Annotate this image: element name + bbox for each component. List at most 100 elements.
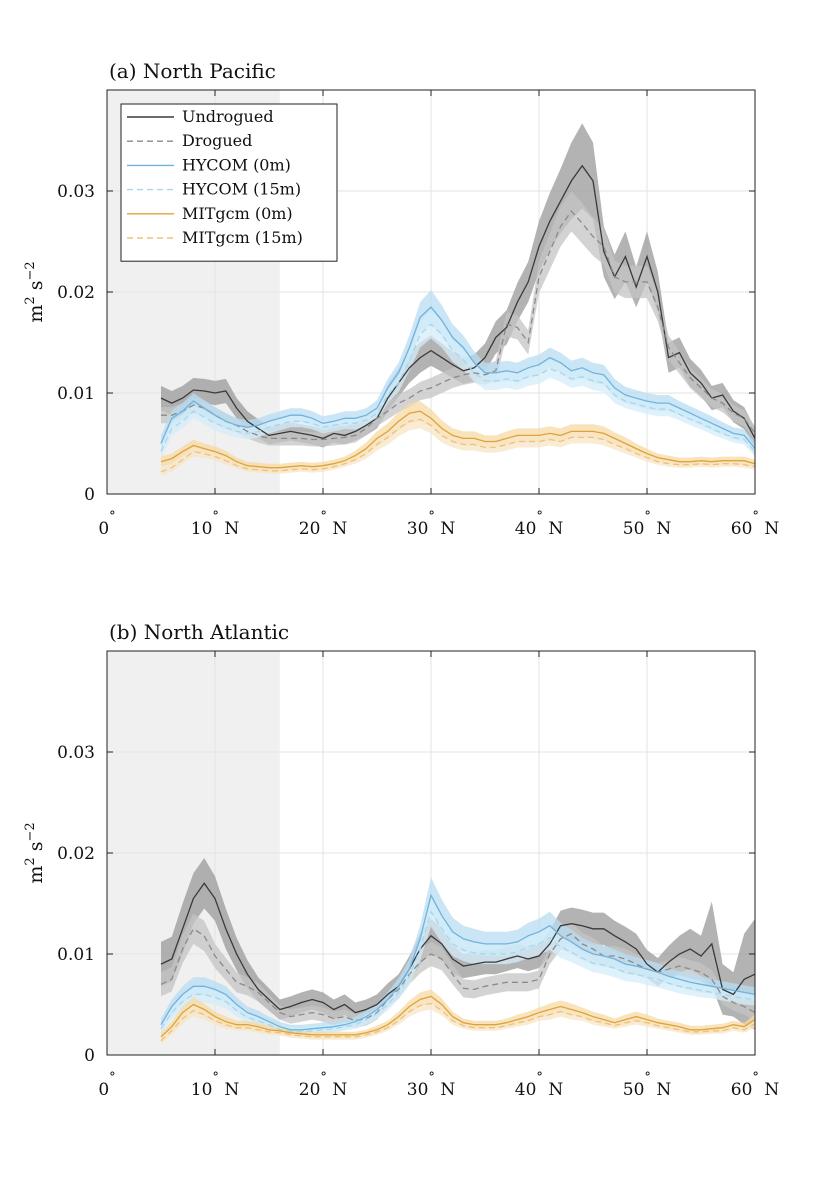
y-tick-label: 0.01	[57, 384, 95, 404]
y-axis-label-base: m	[25, 305, 47, 323]
series-line-5	[160, 418, 756, 473]
x-tick-degree: °	[109, 509, 116, 524]
x-tick-hemisphere: N	[327, 519, 347, 539]
series-line-2	[160, 893, 756, 1031]
x-tick-number: 0	[98, 519, 109, 539]
series-band-5	[161, 997, 755, 1044]
x-tick-hemisphere: N	[759, 1080, 779, 1100]
x-tick-hemisphere: N	[543, 1080, 563, 1100]
x-tick-number: 60	[731, 1080, 753, 1100]
x-tick-number: 20	[299, 519, 321, 539]
series-band-3	[161, 310, 755, 459]
x-tick-number: 50	[623, 519, 645, 539]
legend-label-3: HYCOM (15m)	[182, 180, 301, 199]
y-axis-label-base: m	[25, 866, 47, 884]
y-axis-label-exp1: 2	[23, 857, 38, 865]
series-band-1	[161, 191, 755, 447]
x-tick-number: 0	[98, 1080, 109, 1100]
y-tick-label: 0	[84, 485, 95, 505]
x-tick-label: 10° N	[191, 509, 240, 539]
y-axis-label-exp1: 2	[23, 296, 38, 304]
chart-panel-2: 0°10° N 20° N 30° N 40° N 50° N 60° N00.010.0…	[23, 620, 779, 1100]
x-tick-degree: °	[536, 509, 543, 524]
x-tick-degree: °	[536, 1070, 543, 1085]
x-tick-label: 20° N	[299, 1070, 348, 1100]
x-tick-number: 10	[191, 519, 213, 539]
x-tick-hemisphere: N	[651, 519, 671, 539]
x-tick-hemisphere: N	[435, 1080, 455, 1100]
legend: Undrogued Drogued HYCOM (0m) HYCOM (15m) MIT…	[120, 103, 338, 262]
x-tick-label: 20° N	[299, 509, 348, 539]
x-tick-number: 20	[299, 1080, 321, 1100]
y-axis-label-exp2: −2	[23, 261, 38, 280]
x-tick-degree: °	[644, 1070, 651, 1085]
legend-label-4: MITgcm (0m)	[182, 204, 293, 223]
chart-title: (b) North Atlantic	[109, 620, 289, 644]
y-axis-label-mid: s	[25, 842, 47, 858]
x-tick-hemisphere: N	[759, 519, 779, 539]
x-tick-hemisphere: N	[219, 519, 239, 539]
series-line-3	[160, 910, 756, 1033]
y-axis-label: m2 s−2	[23, 261, 47, 322]
x-tick-number: 60	[731, 519, 753, 539]
x-tick-hemisphere: N	[219, 1080, 239, 1100]
series-band-4	[161, 989, 755, 1041]
x-tick-degree: °	[428, 509, 435, 524]
x-tick-hemisphere: N	[651, 1080, 671, 1100]
x-tick-hemisphere: N	[543, 519, 563, 539]
series-line-3	[160, 323, 756, 453]
chart-panel-1: 0°10° N 20° N 30° N 40° N 50° N 60° N00.010.0…	[23, 59, 779, 539]
x-tick-number: 30	[407, 519, 429, 539]
y-tick-label: 0.02	[57, 283, 95, 303]
x-tick-label: 40° N	[515, 509, 564, 539]
x-tick-label: 30° N	[407, 1070, 456, 1100]
x-tick-label: 0°	[98, 1070, 115, 1100]
y-axis-label: m2 s−2	[23, 822, 47, 883]
y-tick-label: 0.01	[57, 945, 95, 965]
x-tick-degree: °	[752, 1070, 759, 1085]
x-tick-degree: °	[212, 1070, 219, 1085]
x-tick-number: 30	[407, 1080, 429, 1100]
x-tick-number: 50	[623, 1080, 645, 1100]
x-tick-number: 10	[191, 1080, 213, 1100]
series-band-0	[161, 858, 755, 1030]
legend-label-0: Undrogued	[182, 107, 274, 126]
y-tick-label: 0.03	[57, 743, 95, 763]
x-tick-hemisphere: N	[327, 1080, 347, 1100]
x-tick-label: 30° N	[407, 509, 456, 539]
y-tick-label: 0.03	[57, 182, 95, 202]
series-line-0	[160, 882, 756, 1014]
legend-label-1: Drogued	[182, 131, 252, 150]
series-line-4	[160, 995, 756, 1038]
legend-label-2: HYCOM (0m)	[182, 155, 291, 174]
series-line-2	[160, 306, 756, 450]
x-tick-label: 60° N	[731, 509, 780, 539]
x-tick-label: 0°	[98, 509, 115, 539]
x-tick-degree: °	[212, 509, 219, 524]
x-tick-hemisphere: N	[435, 519, 455, 539]
x-tick-degree: °	[428, 1070, 435, 1085]
x-tick-number: 40	[515, 519, 537, 539]
series-line-0	[160, 164, 756, 440]
legend-box	[120, 103, 338, 262]
y-tick-label: 0.02	[57, 844, 95, 864]
x-tick-number: 40	[515, 1080, 537, 1100]
x-tick-label: 10° N	[191, 1070, 240, 1100]
x-tick-degree: °	[320, 509, 327, 524]
chart-title: (a) North Pacific	[109, 59, 276, 83]
x-tick-degree: °	[109, 1070, 116, 1085]
series-line-4	[160, 410, 756, 469]
x-tick-label: 50° N	[623, 509, 672, 539]
legend-label-5: MITgcm (15m)	[182, 228, 303, 247]
x-tick-label: 40° N	[515, 1070, 564, 1100]
x-tick-degree: °	[752, 509, 759, 524]
series-band-5	[161, 410, 755, 476]
series-line-5	[160, 1002, 756, 1042]
y-axis-label-exp2: −2	[23, 822, 38, 841]
series-line-1	[161, 210, 756, 441]
y-tick-label: 0	[84, 1046, 95, 1066]
x-tick-label: 50° N	[623, 1070, 672, 1100]
x-tick-degree: °	[644, 509, 651, 524]
series-band-2	[161, 290, 755, 455]
